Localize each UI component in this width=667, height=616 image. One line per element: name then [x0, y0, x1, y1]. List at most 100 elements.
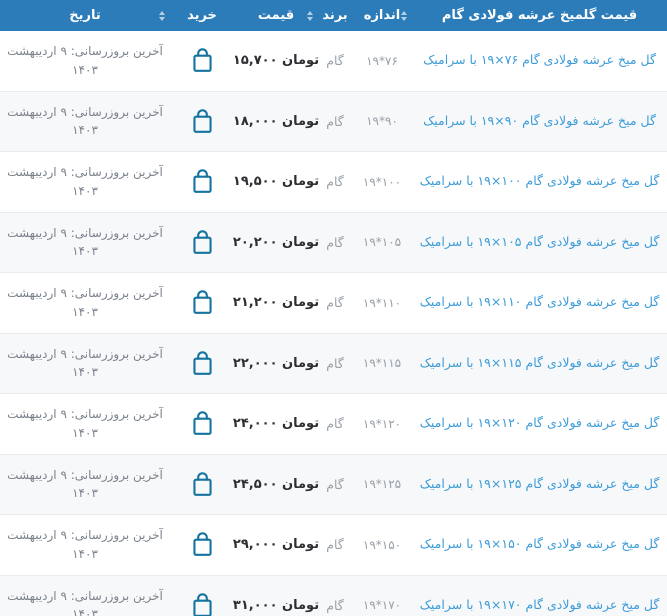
product-link[interactable]: گل میخ عرشه فولادی گام ۱۲۰×۱۹ با سرامیک	[419, 415, 660, 431]
brand-cell: گام	[318, 515, 352, 575]
size-cell: ۱۹*۱۷۰	[352, 576, 412, 616]
buy-cell	[170, 515, 234, 575]
sort-arrows-icon[interactable]	[159, 10, 165, 21]
table-row: گل میخ عرشه فولادی گام ۱۵۰×۱۹ با سرامیک …	[0, 515, 667, 576]
price-value: ۲۰,۲۰۰ تومان	[232, 234, 320, 250]
price-value: ۱۵,۷۰۰ تومان	[232, 53, 320, 69]
col-header-buy[interactable]: خرید	[170, 0, 234, 31]
col-header-size[interactable]: اندازه	[352, 0, 412, 31]
date-cell: آخرین بروزرسانی: ۹ اردیبهشت ۱۴۰۳	[0, 31, 170, 91]
product-link[interactable]: گل میخ عرشه فولادی گام ۱۱۰×۱۹ با سرامیک	[419, 294, 660, 310]
buy-cell	[170, 273, 234, 333]
brand-value: گام	[326, 234, 344, 250]
size-cell: ۱۹*۱۵۰	[352, 515, 412, 575]
price-cell: ۲۰,۲۰۰ تومان	[232, 213, 320, 273]
product-link[interactable]: گل میخ عرشه فولادی گام ۱۱۵×۱۹ با سرامیک	[419, 354, 660, 370]
product-cell: گل میخ عرشه فولادی گام ۱۰۰×۱۹ با سرامیک	[412, 152, 667, 212]
product-link[interactable]: گل میخ عرشه فولادی گام ۱۰۵×۱۹ با سرامیک	[419, 233, 660, 249]
date-cell: آخرین بروزرسانی: ۹ اردیبهشت ۱۴۰۳	[0, 334, 170, 394]
product-cell: گل میخ عرشه فولادی گام ۱۷۰×۱۹ با سرامیک	[412, 576, 667, 616]
product-cell: گل میخ عرشه فولادی گام ۱۱۰×۱۹ با سرامیک	[412, 273, 667, 333]
date-value: آخرین بروزرسانی: ۹ اردیبهشت ۱۴۰۳	[7, 225, 163, 259]
price-value: ۱۹,۵۰۰ تومان	[232, 174, 320, 190]
price-cell: ۲۹,۰۰۰ تومان	[233, 515, 319, 575]
shopping-bag-icon	[191, 350, 214, 377]
buy-button[interactable]	[184, 224, 220, 260]
size-value: ۱۹*۱۰۰	[362, 174, 402, 189]
buy-button[interactable]	[184, 345, 220, 381]
buy-cell	[170, 213, 234, 273]
table-row: گل میخ عرشه فولادی گام ۹۰×۱۹ با سرامیک ۱…	[0, 91, 667, 152]
col-header-buy-label: خرید	[187, 8, 217, 23]
col-header-brand-label: برند	[322, 8, 348, 23]
buy-button[interactable]	[184, 527, 220, 563]
price-cell: ۳۱,۰۰۰ تومان	[232, 576, 320, 616]
brand-value: گام	[326, 53, 344, 69]
table-row: گل میخ عرشه فولادی گام ۱۰۰×۱۹ با سرامیک …	[0, 152, 667, 213]
product-cell: گل میخ عرشه فولادی گام ۹۰×۱۹ با سرامیک	[412, 92, 667, 152]
col-header-product[interactable]: قیمت گلمیخ عرشه فولادی گام	[412, 0, 667, 31]
table-header: قیمت گلمیخ عرشه فولادی گام اندازه برند ق…	[0, 0, 667, 31]
table-body: گل میخ عرشه فولادی گام ۷۶×۱۹ با سرامیک ۱…	[0, 31, 667, 616]
product-link[interactable]: گل میخ عرشه فولادی گام ۹۰×۱۹ با سرامیک	[423, 112, 656, 128]
brand-value: گام	[326, 113, 344, 129]
shopping-bag-icon	[191, 471, 214, 498]
price-cell: ۲۱,۲۰۰ تومان	[233, 273, 319, 333]
product-link[interactable]: گل میخ عرشه فولادی گام ۱۷۰×۱۹ با سرامیک	[419, 596, 660, 612]
size-value: ۱۹*۱۲۰	[362, 416, 402, 431]
size-value: ۱۹*۱۵۰	[362, 537, 402, 552]
size-cell: ۱۹*۱۰۰	[352, 152, 412, 212]
brand-value: گام	[326, 416, 344, 432]
buy-cell	[170, 455, 234, 515]
col-header-brand[interactable]: برند	[318, 0, 352, 31]
product-cell: گل میخ عرشه فولادی گام ۱۱۵×۱۹ با سرامیک	[412, 334, 667, 394]
price-cell: ۱۸,۰۰۰ تومان	[233, 92, 319, 152]
price-value: ۲۴,۰۰۰ تومان	[232, 416, 320, 432]
buy-button[interactable]	[184, 164, 220, 200]
size-cell: ۱۹*۱۰۵	[352, 213, 412, 273]
sort-arrows-icon[interactable]	[401, 10, 407, 21]
sort-arrows-icon[interactable]	[307, 10, 313, 21]
buy-cell	[170, 152, 234, 212]
col-header-date[interactable]: تاریخ	[0, 0, 170, 31]
table-row: گل میخ عرشه فولادی گام ۱۷۰×۱۹ با سرامیک …	[0, 575, 667, 616]
price-value: ۲۴,۵۰۰ تومان	[232, 476, 320, 492]
price-cell: ۲۴,۵۰۰ تومان	[232, 455, 320, 515]
date-cell: آخرین بروزرسانی: ۹ اردیبهشت ۱۴۰۳	[0, 576, 170, 616]
date-value: آخرین بروزرسانی: ۹ اردیبهشت ۱۴۰۳	[7, 346, 163, 380]
product-link[interactable]: گل میخ عرشه فولادی گام ۱۰۰×۱۹ با سرامیک	[419, 173, 660, 189]
shopping-bag-icon	[191, 592, 214, 616]
product-link[interactable]: گل میخ عرشه فولادی گام ۷۶×۱۹ با سرامیک	[423, 52, 656, 68]
buy-button[interactable]	[184, 43, 220, 79]
price-value: ۳۱,۰۰۰ تومان	[232, 597, 320, 613]
size-cell: ۱۹*۱۲۵	[352, 455, 412, 515]
date-value: آخرین بروزرسانی: ۹ اردیبهشت ۱۴۰۳	[7, 44, 163, 77]
buy-button[interactable]	[184, 103, 220, 139]
buy-cell	[170, 92, 234, 152]
buy-cell	[170, 576, 234, 616]
product-cell: گل میخ عرشه فولادی گام ۱۵۰×۱۹ با سرامیک	[412, 515, 667, 575]
brand-cell: گام	[318, 92, 352, 152]
product-link[interactable]: گل میخ عرشه فولادی گام ۱۵۰×۱۹ با سرامیک	[419, 536, 660, 552]
size-value: ۱۹*۷۶	[366, 53, 398, 68]
date-value: آخرین بروزرسانی: ۹ اردیبهشت ۱۴۰۳	[7, 104, 163, 138]
price-cell: ۲۲,۰۰۰ تومان	[232, 334, 320, 394]
size-value: ۱۹*۹۰	[366, 114, 398, 129]
col-header-price[interactable]: قیمت	[234, 0, 318, 31]
buy-cell	[170, 334, 234, 394]
brand-value: گام	[326, 597, 344, 613]
product-link[interactable]: گل میخ عرشه فولادی گام ۱۲۵×۱۹ با سرامیک	[419, 475, 660, 491]
price-value: ۲۲,۰۰۰ تومان	[232, 355, 320, 371]
buy-button[interactable]	[184, 285, 220, 321]
size-cell: ۱۹*۱۱۰	[352, 273, 412, 333]
brand-cell: گام	[318, 455, 352, 515]
buy-button[interactable]	[184, 587, 220, 616]
date-cell: آخرین بروزرسانی: ۹ اردیبهشت ۱۴۰۳	[0, 394, 170, 454]
shopping-bag-icon	[191, 410, 214, 437]
buy-button[interactable]	[184, 466, 220, 502]
brand-cell: گام	[318, 152, 352, 212]
brand-cell: گام	[318, 31, 352, 91]
buy-cell	[170, 31, 234, 91]
buy-button[interactable]	[184, 406, 220, 442]
size-value: ۱۹*۱۱۰	[362, 295, 402, 310]
